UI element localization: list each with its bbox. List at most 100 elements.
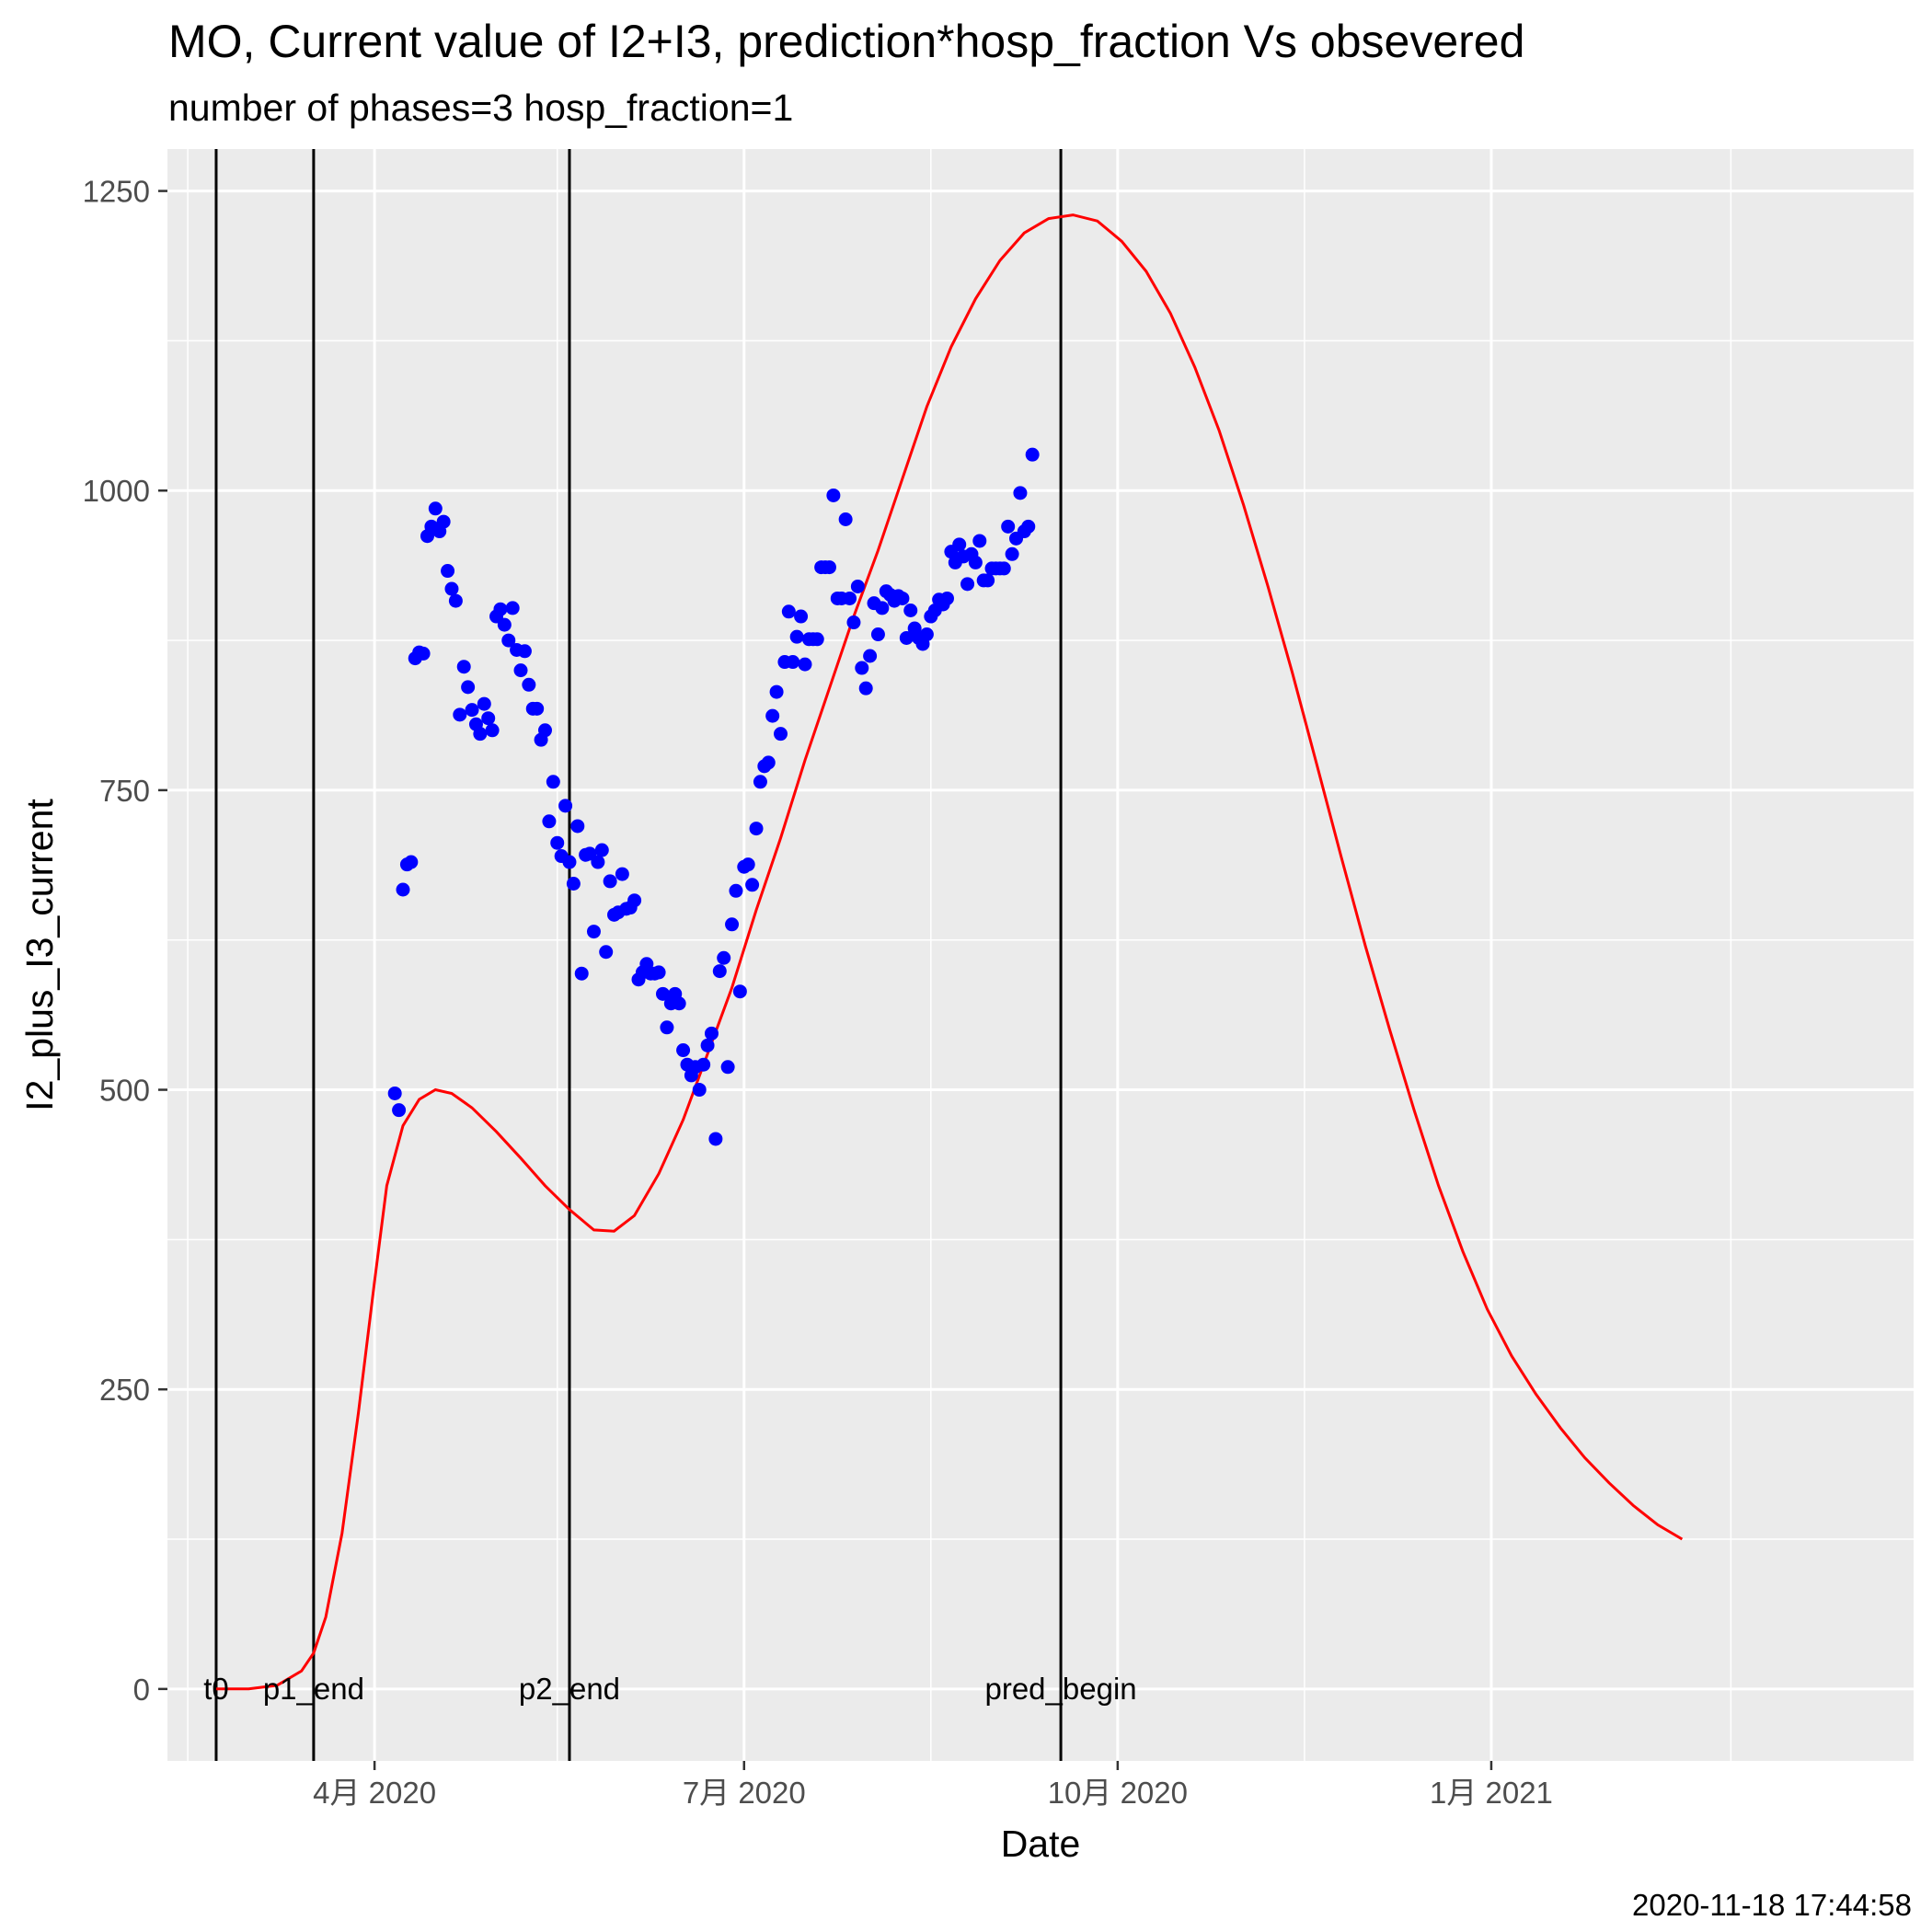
observed-point: [387, 1086, 402, 1100]
observed-point: [672, 996, 686, 1011]
observed-point: [919, 627, 934, 642]
observed-point: [968, 555, 983, 569]
observed-point: [741, 857, 755, 872]
observed-point: [798, 657, 812, 672]
observed-point: [615, 867, 629, 881]
observed-point: [477, 696, 491, 711]
x-tick-label: 4月 2020: [313, 1776, 436, 1810]
observed-point: [416, 646, 431, 661]
observed-point: [749, 822, 764, 836]
observed-point: [717, 950, 731, 965]
observed-point: [725, 917, 740, 932]
observed-point: [745, 878, 760, 892]
observed-point: [574, 966, 589, 981]
observed-point: [656, 986, 671, 1001]
observed-point: [485, 723, 500, 738]
observed-point: [712, 964, 727, 979]
observed-point: [855, 661, 869, 675]
minor-gridlines: [167, 149, 1914, 1761]
observed-point: [1013, 486, 1028, 500]
observed-point: [428, 501, 443, 516]
observed-point: [1005, 546, 1019, 561]
observed-point: [774, 727, 788, 742]
observed-point: [461, 680, 476, 695]
observed-point: [537, 723, 552, 738]
observed-point: [850, 579, 865, 593]
y-tick-label: 1250: [83, 175, 150, 209]
chart-subtitle: number of phases=3 hosp_fraction=1: [168, 86, 793, 129]
observed-point: [465, 703, 479, 718]
observed-point: [708, 1132, 723, 1146]
y-tick-label: 1000: [83, 474, 150, 508]
observed-point: [591, 855, 605, 869]
observed-point: [441, 564, 455, 579]
observed-point: [826, 488, 841, 502]
observed-point: [858, 681, 873, 696]
observed-point: [794, 609, 809, 624]
x-tick-label: 1月 2021: [1430, 1776, 1553, 1810]
observed-point: [761, 755, 776, 770]
observed-point: [473, 727, 488, 742]
observed-point: [765, 708, 780, 723]
x-axis: 4月 2020 7月 2020 10月 2020 1月 2021: [313, 1761, 1553, 1810]
observed-point: [586, 925, 601, 939]
x-tick-label: 10月 2020: [1048, 1776, 1188, 1810]
observed-point: [786, 655, 800, 670]
observed-point: [1025, 447, 1040, 462]
observed-point: [513, 663, 528, 678]
phase-labels: t0 p1_end p2_end pred_begin: [203, 1672, 1136, 1706]
observed-point: [550, 835, 565, 850]
x-axis-title: Date: [1001, 1823, 1081, 1865]
observed-point: [493, 602, 508, 616]
observed-point: [846, 615, 861, 630]
timestamp: 2020-11-18 17:44:58: [1632, 1888, 1912, 1922]
y-tick-label: 750: [99, 774, 150, 808]
observed-point: [594, 843, 609, 857]
observed-point: [651, 965, 666, 980]
observed-point: [404, 855, 419, 869]
observed-point: [603, 874, 617, 889]
phase-label: p1_end: [263, 1672, 364, 1706]
observed-point: [497, 617, 512, 632]
observed-point: [456, 660, 471, 674]
observed-point: [505, 601, 520, 615]
observed-point: [517, 644, 532, 659]
observed-point: [562, 855, 577, 869]
y-axis-title: I2_plus_I3_current: [18, 799, 61, 1111]
observed-point: [676, 1043, 691, 1058]
observed-point: [570, 819, 585, 834]
observed-point: [789, 629, 804, 644]
observed-point: [972, 534, 987, 548]
observed-point: [822, 560, 836, 575]
observed-point: [546, 775, 560, 789]
observed-point: [729, 883, 743, 898]
observed-point: [981, 573, 995, 588]
observed-point: [448, 593, 463, 608]
observed-point: [863, 649, 878, 663]
major-gridlines: [167, 149, 1914, 1761]
observed-point: [899, 630, 914, 645]
phase-label: p2_end: [519, 1672, 620, 1706]
observed-point: [436, 514, 451, 529]
observed-point: [481, 711, 496, 726]
observed-point: [599, 945, 614, 960]
phase-lines: [214, 149, 1063, 1761]
observed-point: [996, 561, 1011, 576]
observed-point: [952, 537, 967, 552]
observed-point: [392, 1103, 407, 1118]
observed-point: [753, 775, 767, 789]
observed-point: [732, 984, 747, 999]
observed-point: [542, 814, 557, 829]
phase-label: t0: [203, 1672, 229, 1706]
observed-point: [781, 604, 796, 619]
observed-point: [444, 581, 459, 596]
observed-point: [960, 577, 975, 592]
observed-point: [530, 701, 545, 716]
observed-point: [558, 799, 573, 813]
y-tick-label: 250: [99, 1373, 150, 1407]
observed-point: [704, 1026, 719, 1041]
observed-point: [453, 707, 467, 722]
observed-point: [720, 1060, 735, 1075]
observed-point: [870, 627, 885, 642]
observed-point: [843, 591, 857, 605]
